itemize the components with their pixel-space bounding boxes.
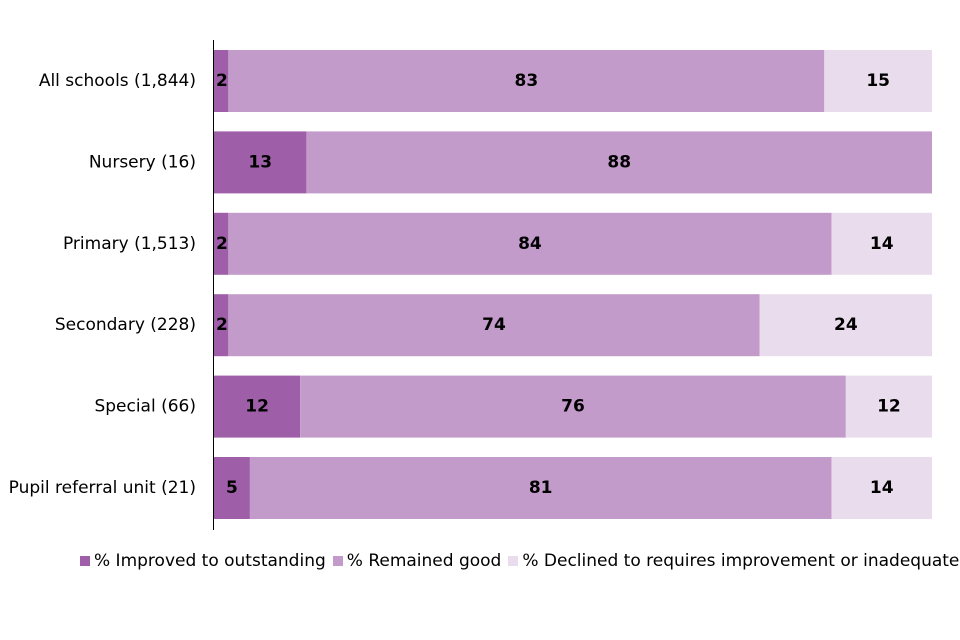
bar-remained-secondary-228 — [228, 294, 760, 357]
bar-declined-pupil-referral-unit-21 — [831, 457, 932, 519]
legend-label-remained: % Remained good — [346, 551, 502, 571]
category-label-secondary-228: Secondary (228) — [55, 315, 196, 335]
legend: % Improved to outstanding % Remained goo… — [80, 549, 960, 573]
bar-improved-special-66 — [214, 375, 301, 438]
value-label-improved-special-66: 12 — [245, 397, 269, 417]
bar-declined-special-66 — [845, 375, 932, 438]
legend-swatch-declined — [508, 556, 519, 566]
value-label-remained-all-schools-1-844: 83 — [514, 71, 538, 91]
bar-segments — [214, 50, 932, 519]
value-label-remained-nursery-16: 88 — [607, 152, 631, 172]
bar-improved-secondary-228 — [214, 294, 229, 357]
legend-label-improved: % Improved to outstanding — [94, 551, 326, 571]
legend-label-declined: % Declined to requires improvement or in… — [522, 551, 960, 571]
legend-item-remained: % Remained good — [332, 551, 502, 571]
legend-swatch-remained — [332, 556, 343, 566]
legend-item-declined: % Declined to requires improvement or in… — [508, 551, 959, 571]
bar-declined-secondary-228 — [759, 294, 932, 357]
bar-remained-pupil-referral-unit-21 — [249, 457, 832, 519]
value-label-remained-pupil-referral-unit-21: 81 — [529, 478, 553, 498]
category-label-nursery-16: Nursery (16) — [89, 152, 196, 172]
bar-remained-nursery-16 — [306, 131, 932, 194]
value-label-improved-secondary-228: 2 — [216, 315, 228, 335]
value-label-improved-pupil-referral-unit-21: 5 — [226, 478, 238, 498]
bar-remained-all-schools-1-844 — [228, 50, 825, 112]
bar-declined-all-schools-1-844 — [824, 50, 932, 112]
category-label-all-schools-1-844: All schools (1,844) — [39, 71, 196, 91]
category-label-pupil-referral-unit-21: Pupil referral unit (21) — [9, 478, 196, 498]
category-label-primary-1-513: Primary (1,513) — [63, 234, 196, 254]
category-label-special-66: Special (66) — [94, 397, 196, 417]
bar-improved-pupil-referral-unit-21 — [214, 457, 250, 519]
value-label-remained-secondary-228: 74 — [482, 315, 506, 335]
value-label-declined-special-66: 12 — [877, 397, 901, 417]
legend-item-improved: % Improved to outstanding — [80, 551, 326, 571]
bar-improved-nursery-16 — [214, 131, 307, 194]
bar-declined-primary-1-513 — [831, 212, 932, 275]
value-label-declined-primary-1-513: 14 — [870, 234, 894, 254]
bar-remained-special-66 — [300, 375, 846, 438]
value-label-improved-nursery-16: 13 — [248, 152, 272, 172]
value-label-remained-special-66: 76 — [561, 397, 585, 417]
value-label-improved-primary-1-513: 2 — [216, 234, 228, 254]
value-label-remained-primary-1-513: 84 — [518, 234, 542, 254]
bar-remained-primary-1-513 — [228, 212, 832, 275]
value-label-declined-pupil-referral-unit-21: 14 — [870, 478, 894, 498]
value-label-declined-all-schools-1-844: 15 — [866, 71, 890, 91]
value-label-improved-all-schools-1-844: 2 — [216, 71, 228, 91]
value-labels: 2 83 15 13 88 2 84 14 2 74 24 12 76 12 5 81 14 — [216, 71, 901, 498]
bar-improved-primary-1-513 — [214, 212, 229, 275]
legend-swatch-improved — [80, 556, 90, 566]
category-labels: All schools (1,844) Nursery (16) Primary (… — [9, 71, 196, 498]
bar-improved-all-schools-1-844 — [214, 50, 229, 112]
value-label-declined-secondary-228: 24 — [834, 315, 858, 335]
